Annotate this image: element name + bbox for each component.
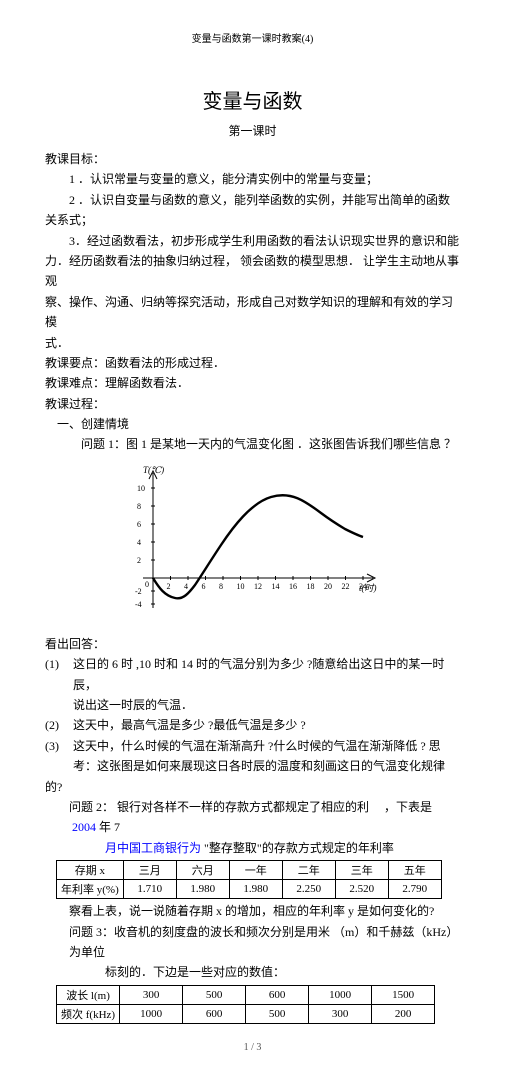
focus-row: 教课要点：函数看法的形成过程． — [45, 353, 460, 373]
table-cell: 1000 — [120, 1004, 183, 1023]
relation-line: 关系式； — [45, 210, 460, 230]
table-cell: 波长 l(m) — [57, 985, 120, 1004]
table-cell: 一年 — [229, 861, 282, 880]
table-cell: 2.790 — [388, 880, 441, 899]
table-cell: 六月 — [176, 861, 229, 880]
page-footer: 1 / 3 — [45, 1042, 460, 1053]
proc-label: 教课过程： — [45, 394, 460, 414]
svg-text:22: 22 — [341, 582, 349, 591]
table-cell: 1.980 — [176, 880, 229, 899]
svg-text:-4: -4 — [135, 600, 142, 609]
svg-text:8: 8 — [219, 582, 223, 591]
q-text-3: 这天中，什么时候的气温在渐渐高升 ?什么时候的气温在渐渐降低 ? 思 — [73, 736, 460, 756]
q2-line2-text: "整存整取"的存款方式规定的年利率 — [204, 841, 394, 855]
q2-text-b: ，下表是 — [384, 800, 432, 814]
q-num-2: (2) — [45, 715, 73, 735]
q1-row: 问题 1：图 1 是某地一天内的气温变化图 ．这张图告诉我们哪些信息 ？ — [45, 434, 460, 454]
table-cell: 二年 — [282, 861, 335, 880]
de-line: 的? — [45, 777, 460, 797]
table-cell: 600 — [246, 985, 309, 1004]
observe-line: 察、操作、沟通、归纳等探究活动，形成自己对数学知识的理解和有效的学习模 — [45, 292, 460, 333]
table-cell: 1000 — [309, 985, 372, 1004]
svg-text:6: 6 — [201, 582, 205, 591]
q3-label: 问题 3： — [69, 925, 114, 939]
shi-line: 式． — [45, 333, 460, 353]
q2-year: 2004 — [72, 820, 96, 834]
table-cell: 三年 — [335, 861, 388, 880]
qa-block: (1) 这日的 6 时 ,10 时和 14 时的气温分别为多少 ?随意给出这日中… — [45, 654, 460, 776]
svg-text:2: 2 — [166, 582, 170, 591]
svg-text:8: 8 — [137, 502, 141, 511]
q2-text-c: 年 7 — [99, 820, 120, 834]
q3-line2: 标刻的．下边是一些对应的数值： — [45, 962, 460, 982]
goal-3: 3．经过函数看法，初步形成学生利用函数的看法认识现实世界的意识和能 — [45, 231, 460, 251]
scene-label: 一、创建情境 — [45, 414, 460, 434]
svg-text:10: 10 — [236, 582, 244, 591]
q-cont-1: 说出这一时辰的气温． — [73, 695, 460, 715]
svg-text:4: 4 — [137, 538, 141, 547]
svg-text:10: 10 — [137, 484, 145, 493]
doc-title: 变量与函数 — [45, 85, 460, 114]
temperature-chart: T(℃) t(时) 108642 -2-4 246810121416182022… — [45, 463, 460, 622]
diff-text: 理解函数看法． — [105, 376, 189, 390]
table-cell: 三月 — [123, 861, 176, 880]
svg-text:18: 18 — [306, 582, 314, 591]
table-cell: 500 — [183, 985, 246, 1004]
page-header: 变量与函数第一课时教案(4) — [45, 30, 460, 45]
q-num-3: (3) — [45, 736, 73, 756]
svg-text:-2: -2 — [135, 587, 142, 596]
table-cell: 年利率 y(%) — [57, 880, 124, 899]
table-cell: 1500 — [372, 985, 435, 1004]
q2-row: 问题 2： 银行对各样不一样的存款方式都规定了相应的利 ，下表是 2004 年 … — [45, 797, 460, 838]
q2-text-a: 银行对各样不一样的存款方式都规定了相应的利 — [117, 800, 369, 814]
svg-text:20: 20 — [324, 582, 332, 591]
q-cont-3: 考：这张图是如何来展现这日各时辰的温度和刻画这日的气温变化规律 — [73, 756, 460, 776]
q2-line2: 月中国工商银行为 "整存整取"的存款方式规定的年利率 — [45, 838, 460, 858]
q-num-1: (1) — [45, 654, 73, 695]
table-cell: 五年 — [388, 861, 441, 880]
goals-label: 教课目标： — [45, 149, 460, 169]
diff-row: 教课难点：理解函数看法． — [45, 373, 460, 393]
capability-line: 力．经历函数看法的抽象归纳过程， 领会函数的模型思想． 让学生主动地从事观 — [45, 251, 460, 292]
svg-text:24: 24 — [359, 582, 367, 591]
goal-1: 1 ．认识常量与变量的意义，能分清实例中的常量与变量； — [45, 169, 460, 189]
svg-text:6: 6 — [137, 520, 141, 529]
table-cell: 1.980 — [229, 880, 282, 899]
doc-subtitle: 第一课时 — [45, 122, 460, 139]
table-cell: 500 — [246, 1004, 309, 1023]
goal-2: 2 ．认识自变量与函数的意义，能列举函数的实例，并能写出简单的函数 — [45, 190, 460, 210]
table-cell: 2.520 — [335, 880, 388, 899]
table-cell: 300 — [120, 985, 183, 1004]
svg-text:0: 0 — [145, 580, 149, 589]
table-cell: 300 — [309, 1004, 372, 1023]
focus-text: 函数看法的形成过程． — [105, 356, 225, 370]
observe-text: 察看上表，说一说随着存期 x 的增加，相应的年利率 y 是如何变化的? — [45, 901, 460, 921]
diff-label: 教课难点： — [45, 376, 105, 390]
look-label: 看出回答： — [45, 634, 460, 654]
q-text-2: 这天中，最高气温是多少 ?最低气温是多少 ? — [73, 715, 460, 735]
q-text-1: 这日的 6 时 ,10 时和 14 时的气温分别为多少 ?随意给出这日中的某一时… — [73, 654, 460, 695]
table-cell: 频次 f(kHz) — [57, 1004, 120, 1023]
svg-text:12: 12 — [254, 582, 262, 591]
q1-label: 问题 1： — [81, 437, 126, 451]
q3-text: 收音机的刻度盘的波长和频次分别是用米 （m）和千赫兹（kHz）为单位 — [69, 925, 458, 959]
table-cell: 存期 x — [57, 861, 124, 880]
q2-label: 问题 2： — [69, 800, 114, 814]
q2-line2-label: 月中国工商银行为 — [105, 841, 201, 855]
interest-rate-table: 存期 x三月六月一年二年三年五年年利率 y(%)1.7101.9801.9802… — [56, 860, 442, 899]
table-cell: 200 — [372, 1004, 435, 1023]
svg-text:4: 4 — [184, 582, 188, 591]
table-cell: 600 — [183, 1004, 246, 1023]
q3-row: 问题 3：收音机的刻度盘的波长和频次分别是用米 （m）和千赫兹（kHz）为单位 — [45, 922, 460, 963]
q1-text: 图 1 是某地一天内的气温变化图 ．这张图告诉我们哪些信息 ？ — [126, 437, 456, 451]
svg-text:2: 2 — [137, 556, 141, 565]
svg-text:16: 16 — [289, 582, 297, 591]
focus-label: 教课要点： — [45, 356, 105, 370]
table-cell: 2.250 — [282, 880, 335, 899]
table-cell: 1.710 — [123, 880, 176, 899]
wave-freq-table: 波长 l(m)30050060010001500频次 f(kHz)1000600… — [56, 985, 435, 1024]
svg-text:T(℃): T(℃) — [143, 465, 164, 475]
svg-text:14: 14 — [271, 582, 279, 591]
